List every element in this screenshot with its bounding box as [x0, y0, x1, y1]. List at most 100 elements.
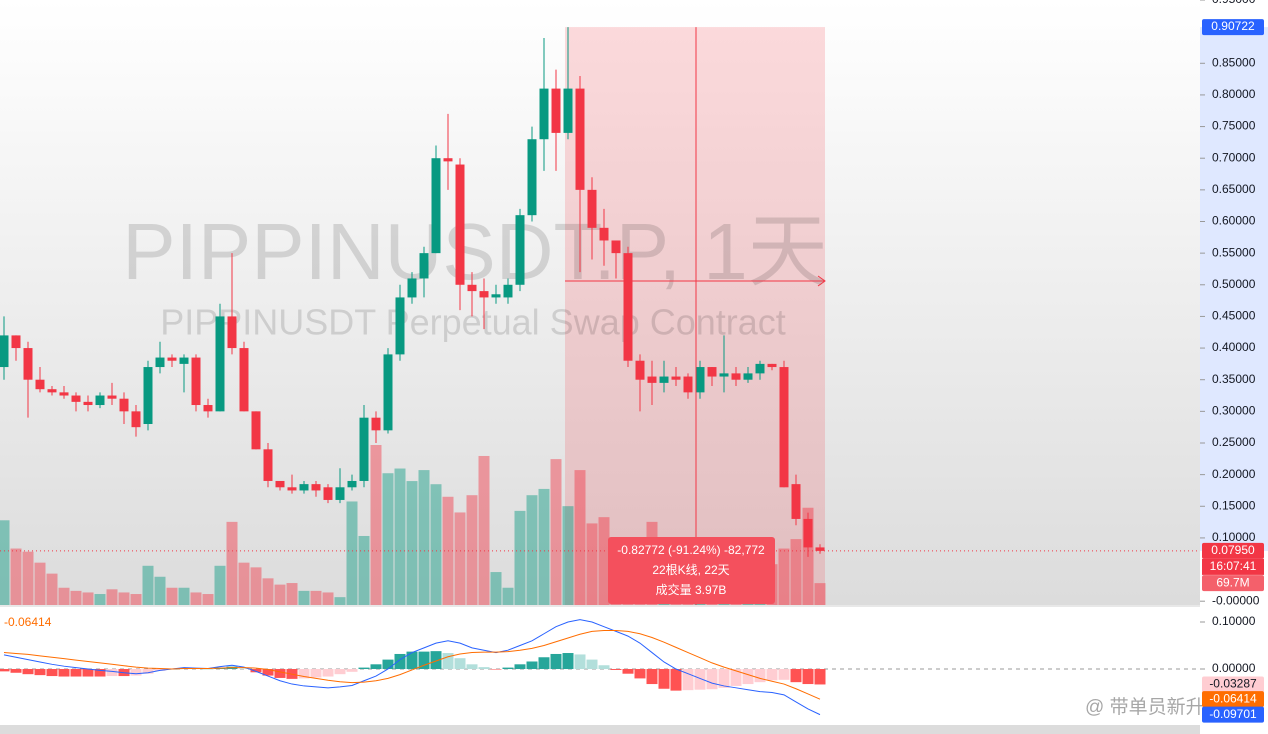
histogram-bar	[478, 667, 490, 670]
histogram-bar	[514, 664, 526, 670]
candle-body	[719, 373, 729, 377]
signal-last-label: -0.06414	[1209, 691, 1257, 705]
last-volume-label-box	[1202, 575, 1264, 592]
histogram-bar	[442, 653, 454, 670]
volume-bar	[598, 517, 610, 605]
candle-body	[263, 449, 273, 481]
countdown: 16:07:41	[1210, 559, 1257, 573]
candle-body	[407, 278, 417, 298]
candle-body	[635, 360, 645, 380]
volume-bar	[298, 590, 310, 605]
histogram-bar	[370, 664, 382, 670]
candle-body	[647, 376, 657, 383]
y-tick-label: 0.80000	[1212, 87, 1256, 101]
histogram-bar	[574, 654, 586, 670]
histogram-bar	[682, 669, 694, 691]
y-tick-label: 0.85000	[1212, 55, 1256, 69]
watermark-title: PIPPINUSDT.P, 1天	[122, 207, 827, 296]
histogram-bar	[814, 669, 826, 685]
high-price-label-box	[1202, 19, 1264, 36]
candle-body	[659, 376, 669, 383]
volume-bar	[418, 470, 430, 605]
histogram-bar	[70, 669, 82, 677]
candle-body	[119, 398, 129, 412]
candle-body	[359, 417, 369, 481]
histogram-bar	[106, 669, 118, 677]
histogram-bar	[634, 669, 646, 679]
macd-last-label-box	[1202, 706, 1264, 723]
axis-range-band	[1200, 27, 1268, 551]
candle-body	[599, 227, 609, 241]
volume-bar	[154, 576, 166, 605]
y-tick-label: 0.10000	[1212, 530, 1256, 544]
candle-body	[419, 253, 429, 279]
volume-bar	[466, 495, 478, 605]
histogram-bar	[622, 669, 634, 674]
volume-bar	[22, 551, 34, 605]
histogram-last-label: -0.03287	[1209, 677, 1257, 691]
pane-footer	[0, 725, 1200, 734]
volume-bar	[250, 567, 262, 605]
volume-bar	[142, 565, 154, 605]
candle-body	[671, 376, 681, 380]
histogram-bar	[466, 664, 478, 670]
volume-bar	[274, 584, 286, 605]
histogram-bar	[82, 669, 94, 677]
histogram-bar	[778, 669, 790, 680]
histogram-bar	[730, 669, 742, 686]
histogram-bar	[130, 669, 142, 676]
candle-body	[683, 376, 693, 393]
candle-body	[275, 480, 285, 488]
volume-bar	[394, 468, 406, 605]
histogram-bar	[298, 669, 310, 679]
candle-body	[311, 484, 321, 491]
candle-body	[779, 367, 789, 488]
histogram-bar	[394, 653, 406, 670]
volume-bar	[790, 539, 802, 605]
histogram-bar	[586, 659, 598, 670]
measure-bars: 22根K线, 22天	[652, 563, 729, 577]
volume-bar	[430, 484, 442, 605]
candle-body	[431, 158, 441, 254]
histogram-bar	[46, 669, 58, 677]
volume-bar	[106, 589, 118, 605]
volume-bar	[778, 548, 790, 605]
histogram-bar	[58, 669, 70, 677]
candle-body	[467, 284, 477, 292]
histogram-bar	[406, 651, 418, 670]
candle-body	[515, 215, 525, 285]
countdown-box	[1202, 558, 1264, 575]
volume-bar	[382, 473, 394, 605]
y-tick-label: 0.60000	[1212, 214, 1256, 228]
candle-body	[443, 158, 453, 162]
candle-body	[587, 189, 597, 228]
measure-volume: 成交量 3.97B	[656, 582, 727, 597]
y-tick-label: 0.20000	[1212, 467, 1256, 481]
candle-body	[611, 240, 621, 254]
candle-body	[251, 411, 261, 450]
volume-bar	[226, 521, 238, 605]
candle-body	[23, 348, 33, 380]
candle-body	[95, 395, 105, 406]
volume-bar	[94, 594, 106, 605]
histogram-bar	[334, 669, 346, 675]
candle-body	[479, 291, 489, 298]
candle-body	[131, 411, 141, 428]
volume-bar	[454, 512, 466, 605]
histogram-bar	[0, 669, 10, 672]
histogram-bar	[238, 668, 250, 670]
histogram-bar	[34, 669, 46, 676]
volume-bar	[10, 548, 22, 605]
volume-bar	[34, 562, 46, 605]
histogram-bar	[802, 669, 814, 685]
histogram-bar	[322, 669, 334, 677]
last-price-label-box	[1202, 542, 1264, 559]
candle-body	[707, 367, 717, 377]
volume-bar	[286, 583, 298, 605]
candle-body	[803, 518, 813, 548]
candle-body	[575, 88, 585, 190]
histogram-bar	[502, 667, 514, 670]
histogram-bar	[610, 669, 622, 670]
candle-body	[755, 363, 765, 374]
candle-body	[323, 487, 333, 500]
